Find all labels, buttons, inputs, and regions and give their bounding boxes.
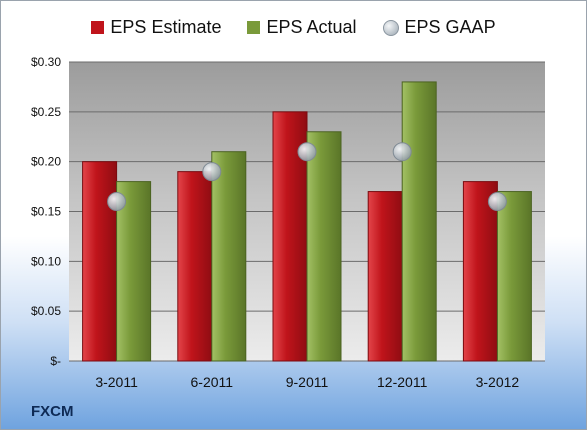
legend-item-gaap: EPS GAAP <box>382 17 496 38</box>
gaap-marker <box>107 192 127 212</box>
y-tick-label: $0.05 <box>31 304 61 318</box>
bar-actual <box>496 191 532 362</box>
legend-label-gaap: EPS GAAP <box>404 17 496 37</box>
y-tick-label: $0.30 <box>31 55 61 69</box>
x-tick-label: 3-2012 <box>476 374 520 390</box>
legend-label-actual: EPS Actual <box>266 17 357 37</box>
gaap-marker <box>487 192 507 212</box>
x-axis-ticks: 3-2011 6-2011 9-2011 12-2011 3-2012 <box>95 374 519 390</box>
x-tick-label: 12-2011 <box>377 374 428 390</box>
y-tick-label: $0.20 <box>31 155 61 169</box>
legend-item-estimate: EPS Estimate <box>91 17 221 38</box>
y-tick-label: $0.25 <box>31 105 61 119</box>
bar-estimate <box>367 191 403 362</box>
legend-label-estimate: EPS Estimate <box>110 17 222 37</box>
legend-swatch-gaap <box>382 19 399 36</box>
x-tick-label: 9-2011 <box>286 374 329 390</box>
bar-estimate <box>177 171 213 362</box>
legend-item-actual: EPS Actual <box>247 17 357 38</box>
gaap-marker <box>392 142 412 162</box>
brand-label: FXCM <box>31 403 74 420</box>
bar-actual <box>211 151 247 362</box>
x-tick-label: 3-2011 <box>95 374 138 390</box>
bar-estimate <box>462 181 498 362</box>
bar-actual <box>116 181 152 362</box>
y-axis-ticks: $- $0.05 $0.10 $0.15 $0.20 $0.25 $0.30 <box>31 55 61 368</box>
legend-swatch-actual <box>247 21 261 34</box>
y-tick-label: $- <box>50 354 61 368</box>
bar-actual <box>401 81 437 362</box>
legend-swatch-estimate <box>91 21 105 34</box>
y-tick-label: $0.15 <box>31 205 61 219</box>
gaap-marker <box>202 162 222 182</box>
bar-actual <box>306 131 342 362</box>
gaap-marker <box>297 142 317 162</box>
x-tick-label: 6-2011 <box>191 374 234 390</box>
legend: EPS Estimate EPS Actual EPS GAAP <box>1 17 586 38</box>
y-tick-label: $0.10 <box>31 254 61 268</box>
bar-estimate <box>82 161 118 362</box>
gaap-markers <box>107 142 507 212</box>
